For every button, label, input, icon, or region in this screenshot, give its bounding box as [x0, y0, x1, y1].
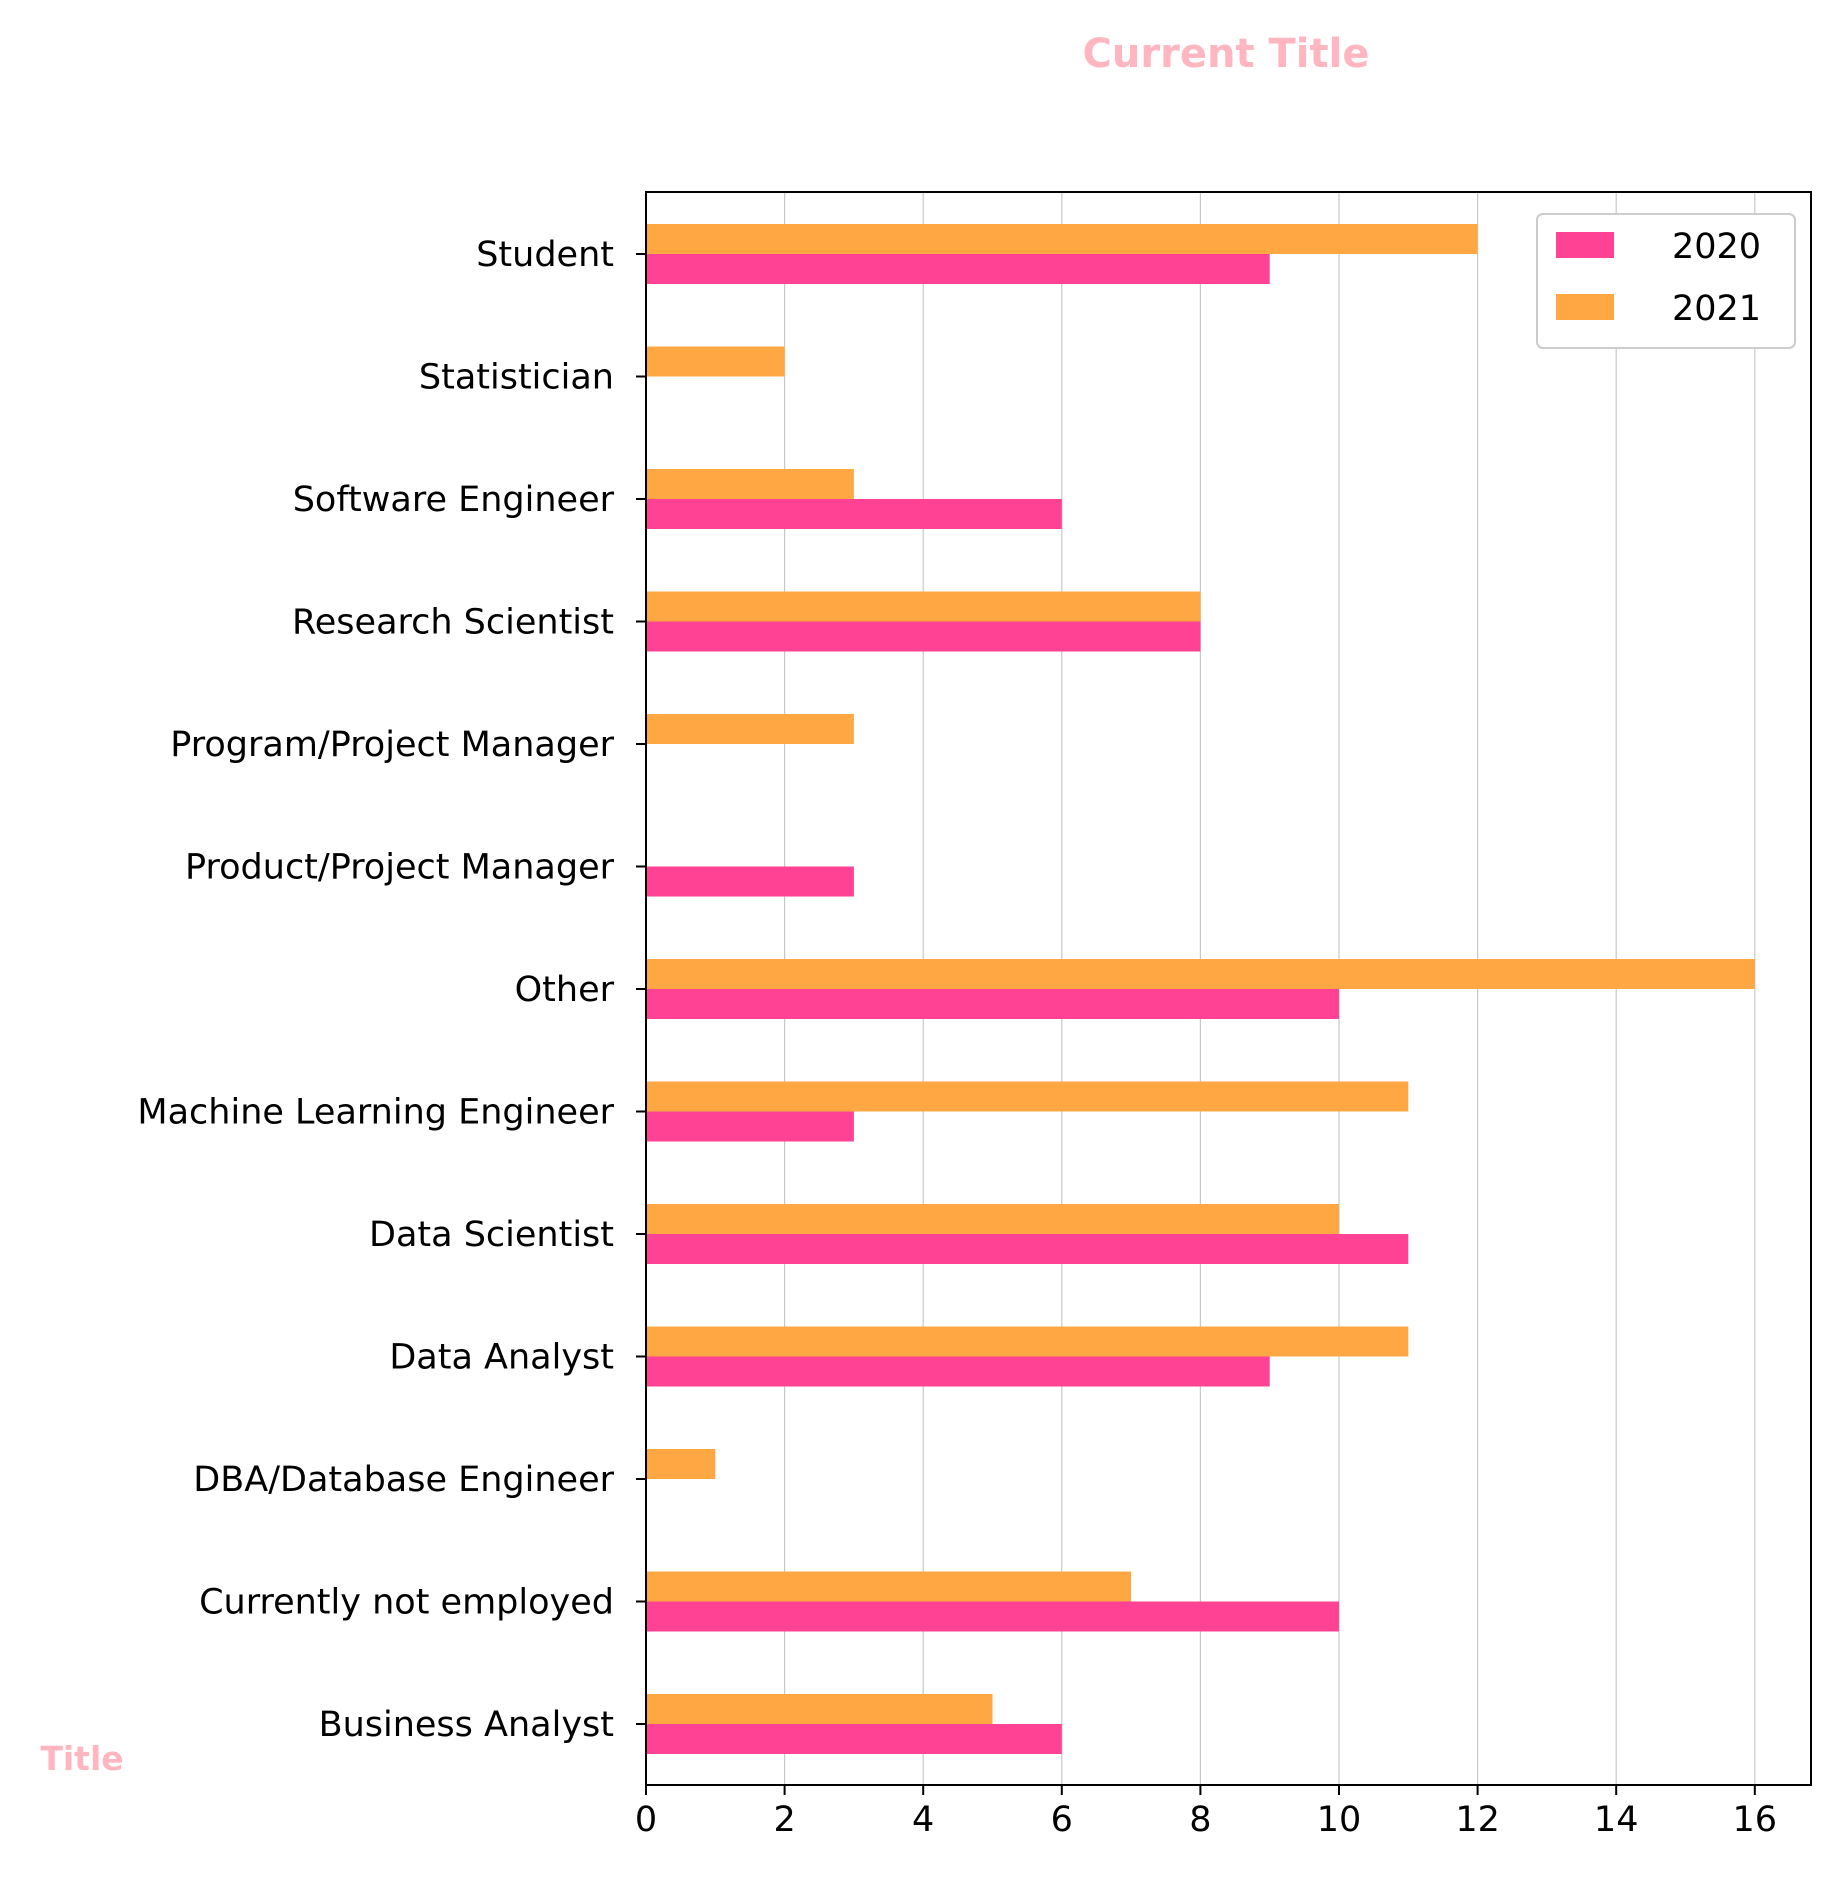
- bar-2021: [646, 591, 1201, 622]
- legend: 2020 2021: [1536, 213, 1796, 349]
- y-tick-label: Data Scientist: [369, 1215, 614, 1255]
- bar-2021: [646, 1694, 993, 1724]
- x-tick-label: 12: [1455, 1800, 1500, 1840]
- x-axis: 0 2 4 6 8 10 12 14 16: [635, 1785, 1777, 1840]
- x-tick-label: 16: [1733, 1800, 1778, 1840]
- y-axis-title: Title: [40, 1739, 123, 1778]
- bar-2021: [646, 346, 785, 377]
- x-tick-label: 2: [773, 1800, 795, 1840]
- bar-2020: [646, 989, 1339, 1019]
- legend-swatch: [1556, 294, 1614, 320]
- x-tick-label: 6: [1051, 1800, 1073, 1840]
- bar-2021: [646, 1326, 1409, 1357]
- bar-2020: [646, 1111, 854, 1142]
- bar-2020: [646, 254, 1270, 284]
- bar-2021: [646, 469, 854, 499]
- y-tick-label: Business Analyst: [319, 1705, 614, 1745]
- x-tick-label: 14: [1594, 1800, 1639, 1840]
- x-tick-label: 0: [635, 1800, 657, 1840]
- y-tick-label: Research Scientist: [292, 603, 614, 643]
- x-tick-label: 8: [1189, 1800, 1211, 1840]
- y-tick-label: Machine Learning Engineer: [137, 1093, 614, 1133]
- bar-2021: [646, 1081, 1409, 1112]
- x-tick-label: 10: [1317, 1800, 1362, 1840]
- bar-2021: [646, 1449, 716, 1479]
- y-tick-label: DBA/Database Engineer: [193, 1460, 614, 1500]
- chart-title: Current Title: [1083, 31, 1370, 77]
- y-tick-label: Product/Project Manager: [185, 848, 615, 888]
- bar-2021: [646, 224, 1478, 254]
- y-axis: Student Statistician Software Engineer Rese…: [137, 235, 646, 1745]
- bar-2020: [646, 621, 1201, 652]
- bars: [646, 224, 1755, 1754]
- bar-2020: [646, 1234, 1409, 1264]
- bar-2021: [646, 959, 1755, 989]
- bar-2020: [646, 866, 854, 897]
- y-tick-label: Software Engineer: [293, 480, 615, 520]
- bar-2021: [646, 1204, 1339, 1234]
- bar-2021: [646, 714, 854, 744]
- legend-label: 2021: [1672, 289, 1761, 329]
- legend-label: 2020: [1672, 227, 1761, 267]
- bar-2021: [646, 1571, 1132, 1602]
- y-tick-label: Currently not employed: [199, 1583, 614, 1623]
- bar-2020: [646, 1724, 1062, 1754]
- x-tick-label: 4: [912, 1800, 934, 1840]
- y-tick-label: Statistician: [419, 358, 614, 398]
- y-tick-label: Program/Project Manager: [170, 725, 614, 765]
- y-tick-label: Data Analyst: [389, 1338, 614, 1378]
- bar-2020: [646, 1601, 1339, 1632]
- y-tick-label: Student: [476, 235, 614, 275]
- bar-2020: [646, 1356, 1270, 1387]
- legend-swatch: [1556, 232, 1614, 258]
- y-tick-label: Other: [515, 970, 615, 1010]
- bar-2020: [646, 499, 1062, 529]
